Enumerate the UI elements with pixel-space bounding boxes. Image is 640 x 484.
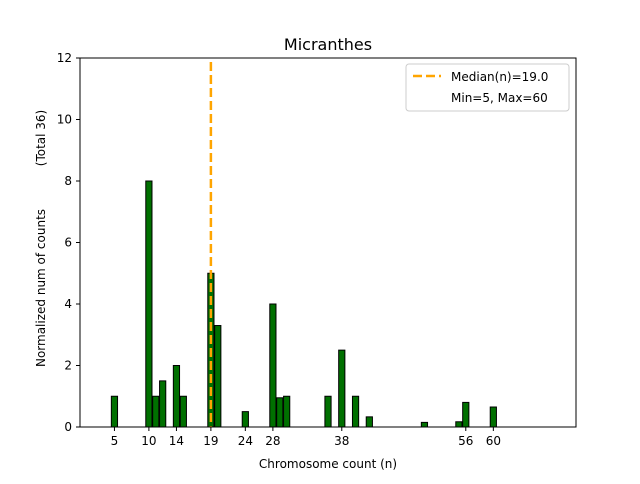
y-tick-label: 10: [57, 113, 72, 127]
bar-n-10: [145, 180, 153, 428]
y-tick-label: 2: [64, 359, 72, 373]
x-tick-label: 56: [458, 434, 473, 448]
bar-n-36: [324, 395, 332, 428]
legend-box: [405, 63, 570, 112]
bar-n-60: [489, 406, 497, 428]
bar-n-56: [462, 401, 470, 428]
bar-n-50: [420, 421, 429, 428]
x-tick-label: 5: [111, 434, 119, 448]
bar-n-28: [269, 303, 277, 428]
legend-median-label: Median(n)=19.0: [451, 70, 548, 84]
y-tick-label: 8: [64, 174, 72, 188]
bar-n-5: [110, 395, 119, 428]
x-tick-label: 60: [486, 434, 501, 448]
bar-n-20: [214, 325, 222, 428]
bar-n-40: [351, 395, 360, 428]
bar-n-55: [455, 421, 463, 428]
y-tick-label: 0: [64, 420, 72, 434]
bar-n-29: [276, 397, 284, 428]
x-tick-label: 24: [238, 434, 253, 448]
x-axis-ticks: 5 10 14 19 24 28 38 56 60: [111, 427, 501, 448]
legend-minmax-label: Min=5, Max=60: [451, 91, 548, 105]
y-axis-ticks: 0 2 4 6 8 10 12: [57, 51, 80, 434]
y-tick-label: 12: [57, 51, 72, 65]
bars: [110, 180, 497, 428]
x-tick-label: 38: [334, 434, 349, 448]
y-axis-total-note: (Total 36): [34, 110, 48, 166]
x-tick-label: 10: [141, 434, 156, 448]
x-tick-label: 14: [169, 434, 184, 448]
y-axis-label: Normalized num of counts: [34, 209, 48, 367]
bar-n-38: [338, 349, 346, 428]
plot-frame: [79, 57, 577, 428]
bar-n-12: [159, 380, 167, 428]
y-tick-label: 6: [64, 236, 72, 250]
legend: Median(n)=19.0 Min=5, Max=60: [405, 63, 570, 112]
bar-n-24: [241, 411, 249, 428]
bar-n-42: [365, 416, 373, 428]
bar-n-11: [152, 395, 160, 428]
chart-title: Micranthes: [284, 35, 372, 54]
x-tick-label: 19: [203, 434, 218, 448]
x-tick-label: 28: [265, 434, 280, 448]
bar-n-15: [179, 395, 187, 428]
bar-n-30: [283, 395, 291, 428]
bar-n-14: [172, 365, 181, 428]
x-axis-label: Chromosome count (n): [259, 457, 397, 471]
y-tick-label: 4: [64, 297, 72, 311]
